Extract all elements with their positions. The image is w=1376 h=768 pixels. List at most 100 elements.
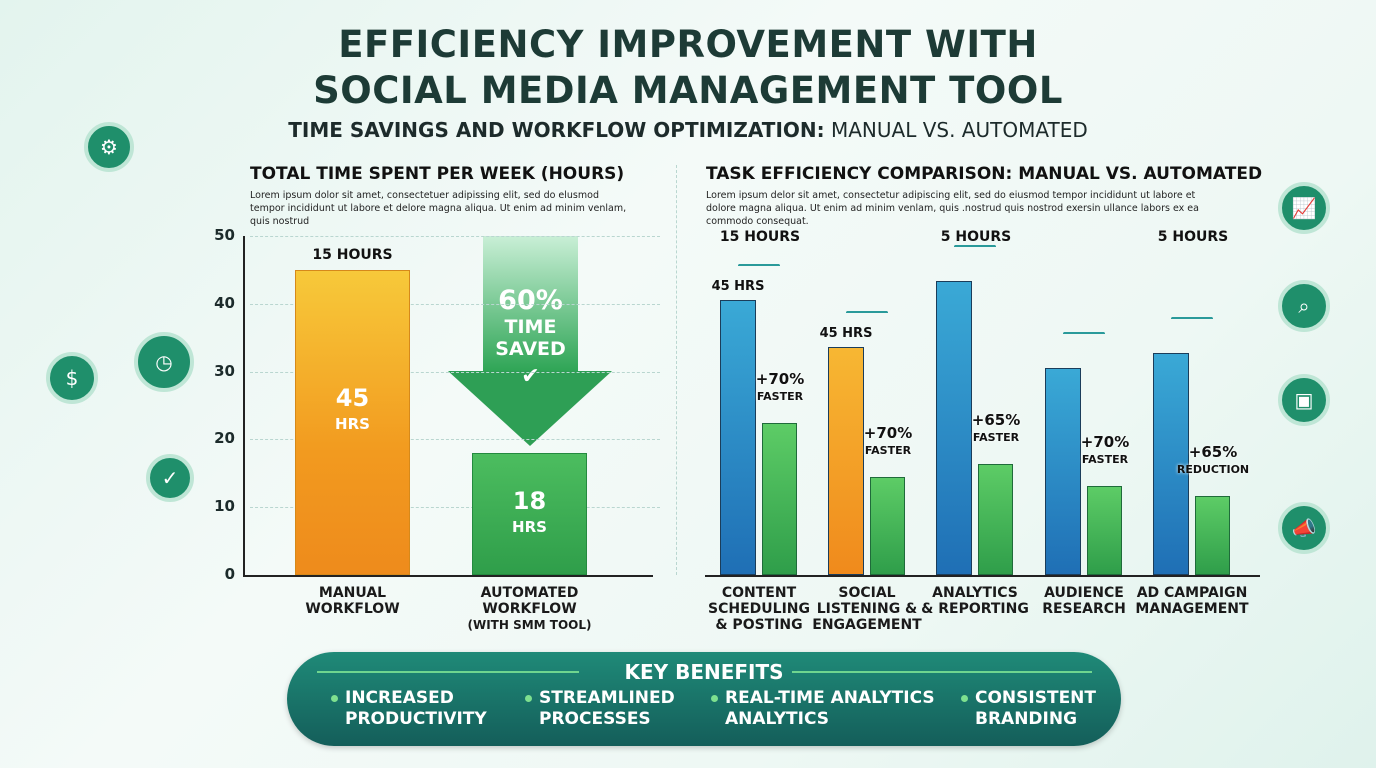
improvement-text: +65% [1188,442,1238,461]
left-chart-title: TOTAL TIME SPENT PER WEEK (HOURS) [250,164,625,184]
y-tick-label: 40 [214,293,235,312]
x-category-label: AUDIENCE RESEARCH [1023,585,1145,617]
bar-manual [936,280,972,575]
category-line: AD CAMPAIGN [1136,585,1248,601]
improvement-text: REDUCTION [1176,462,1250,476]
category-line: RESEARCH [1042,601,1126,617]
improvement-text: +65% [971,410,1021,429]
check-cycle-icon: ✓ [146,454,194,502]
improvement-text: +70% [863,423,913,442]
y-tick-label: 10 [214,497,235,516]
x-category-label: MANUAL WORKFLOW [265,585,440,617]
bar-manual [720,299,756,575]
bar-automated [472,452,587,575]
manual-hours-label: 45 HRS [819,326,873,342]
benefit-text: BRANDING [975,709,1078,729]
benefit-text: REAL-TIME ANALYTICS [725,688,935,708]
category-line: MANAGEMENT [1135,601,1249,617]
benefit-text: PRODUCTIVITY [345,709,487,729]
arrow-connector [846,311,888,314]
subtitle-bold: TIME SAVINGS AND WORKFLOW OPTIMIZATION: [288,118,825,142]
category-line: WORKFLOW [305,601,400,617]
benefit-text: PROCESSES [539,709,651,729]
benefit-text: STREAMLINED [539,688,675,708]
category-line: ANALYTICS [932,585,1018,601]
clock-icon: ◷ [134,332,194,392]
title-line-1: EFFICIENCY IMPROVEMENT WITH [338,23,1038,66]
y-axis [243,236,245,576]
bar-automated [870,476,905,575]
bar-manual [828,347,864,575]
category-line: & REPORTING [921,601,1029,617]
category-line: LISTENING & [816,601,918,617]
category-line: CONTENT [721,585,797,601]
gridline [250,439,660,441]
x-category-label: CONTENT SCHEDULING & POSTING [698,585,820,633]
category-line: ENGAGEMENT [812,617,922,633]
y-tick-label: 30 [214,361,235,380]
improvement-text: FASTER [864,443,912,457]
gridline [250,303,660,305]
improvement-label: +65% FASTER [956,410,1036,446]
bar-manual [1045,368,1081,575]
category-line: AUTOMATED [480,585,579,601]
benefit-text: CONSISTENT [975,688,1097,708]
benefit-text: INCREASED [345,688,454,708]
value-text: 18 [512,487,547,515]
top-hours-label: 5 HOURS [940,229,1012,245]
browser-icon: ▣ [1278,374,1330,426]
improvement-text: FASTER [972,430,1020,444]
chart-icon: 📈 [1278,182,1330,234]
benefit-item: REAL-TIME ANALYTICS ANALYTICS [711,688,935,730]
key-benefits-banner: KEY BENEFITS INCREASED PRODUCTIVITY STREAM… [287,652,1121,746]
arrow-connector [1063,332,1105,335]
savings-text-1: TIME [504,316,557,338]
gear-icon: ⚙ [84,122,134,172]
benefit-item: CONSISTENT BRANDING [960,688,1097,730]
x-category-label: AUTOMATED WORKFLOW (WITH SMM TOOL) [442,585,617,633]
subtitle-rest: MANUAL VS. AUTOMATED [824,118,1088,142]
improvement-text: FASTER [1081,453,1129,467]
category-line: AUDIENCE [1044,585,1124,601]
gridline [250,507,660,509]
title-line-2: SOCIAL MEDIA MANAGEMENT TOOL [313,69,1063,112]
category-line: (WITH SMM TOOL) [467,618,592,632]
value-text: HRS [512,518,547,536]
manual-hours-label: 45 HRS [711,278,765,294]
category-line: MANUAL [318,585,387,601]
improvement-label: +70% FASTER [848,423,928,459]
time-saved-arrow: 60% TIME SAVED ✔ [448,236,613,446]
bar-manual [1153,353,1189,575]
right-chart-title: TASK EFFICIENCY COMPARISON: MANUAL VS. A… [706,164,1263,184]
bar-automated [1195,495,1230,575]
benefit-text: ANALYTICS [725,709,829,729]
savings-text-2: SAVED [495,338,566,360]
top-hours-label: 5 HOURS [1157,229,1229,245]
arrow-connector [954,244,996,247]
improvement-text: FASTER [756,390,804,404]
bar-automated [1087,486,1122,575]
x-axis [243,575,653,577]
category-line: WORKFLOW [482,601,577,617]
y-tick-label: 0 [224,565,235,583]
value-text: 45 [335,384,370,412]
category-line: & POSTING [715,617,803,633]
improvement-label: +70% FASTER [1065,434,1145,468]
improvement-text: +70% [755,370,805,389]
right-chart-description: Lorem ipsum delor sit amet, consectetur … [706,190,1199,227]
x-category-label: ANALYTICS & REPORTING [914,585,1036,617]
x-category-label: AD CAMPAIGN MANAGEMENT [1131,585,1253,617]
divider [676,165,677,575]
check-icon: ✔ [521,364,540,389]
arrow-connector [738,263,780,266]
bar-automated [978,463,1013,575]
arrow-connector [1171,317,1213,320]
x-axis [705,575,1260,577]
y-tick-label: 20 [214,429,235,448]
improvement-label: +65% REDUCTION [1173,442,1253,478]
category-line: SCHEDULING [708,601,810,617]
bar-automated [762,423,797,575]
page-subtitle: TIME SAVINGS AND WORKFLOW OPTIMIZATION: … [0,118,1376,142]
value-text: HRS [335,415,370,433]
gridline [250,236,660,237]
